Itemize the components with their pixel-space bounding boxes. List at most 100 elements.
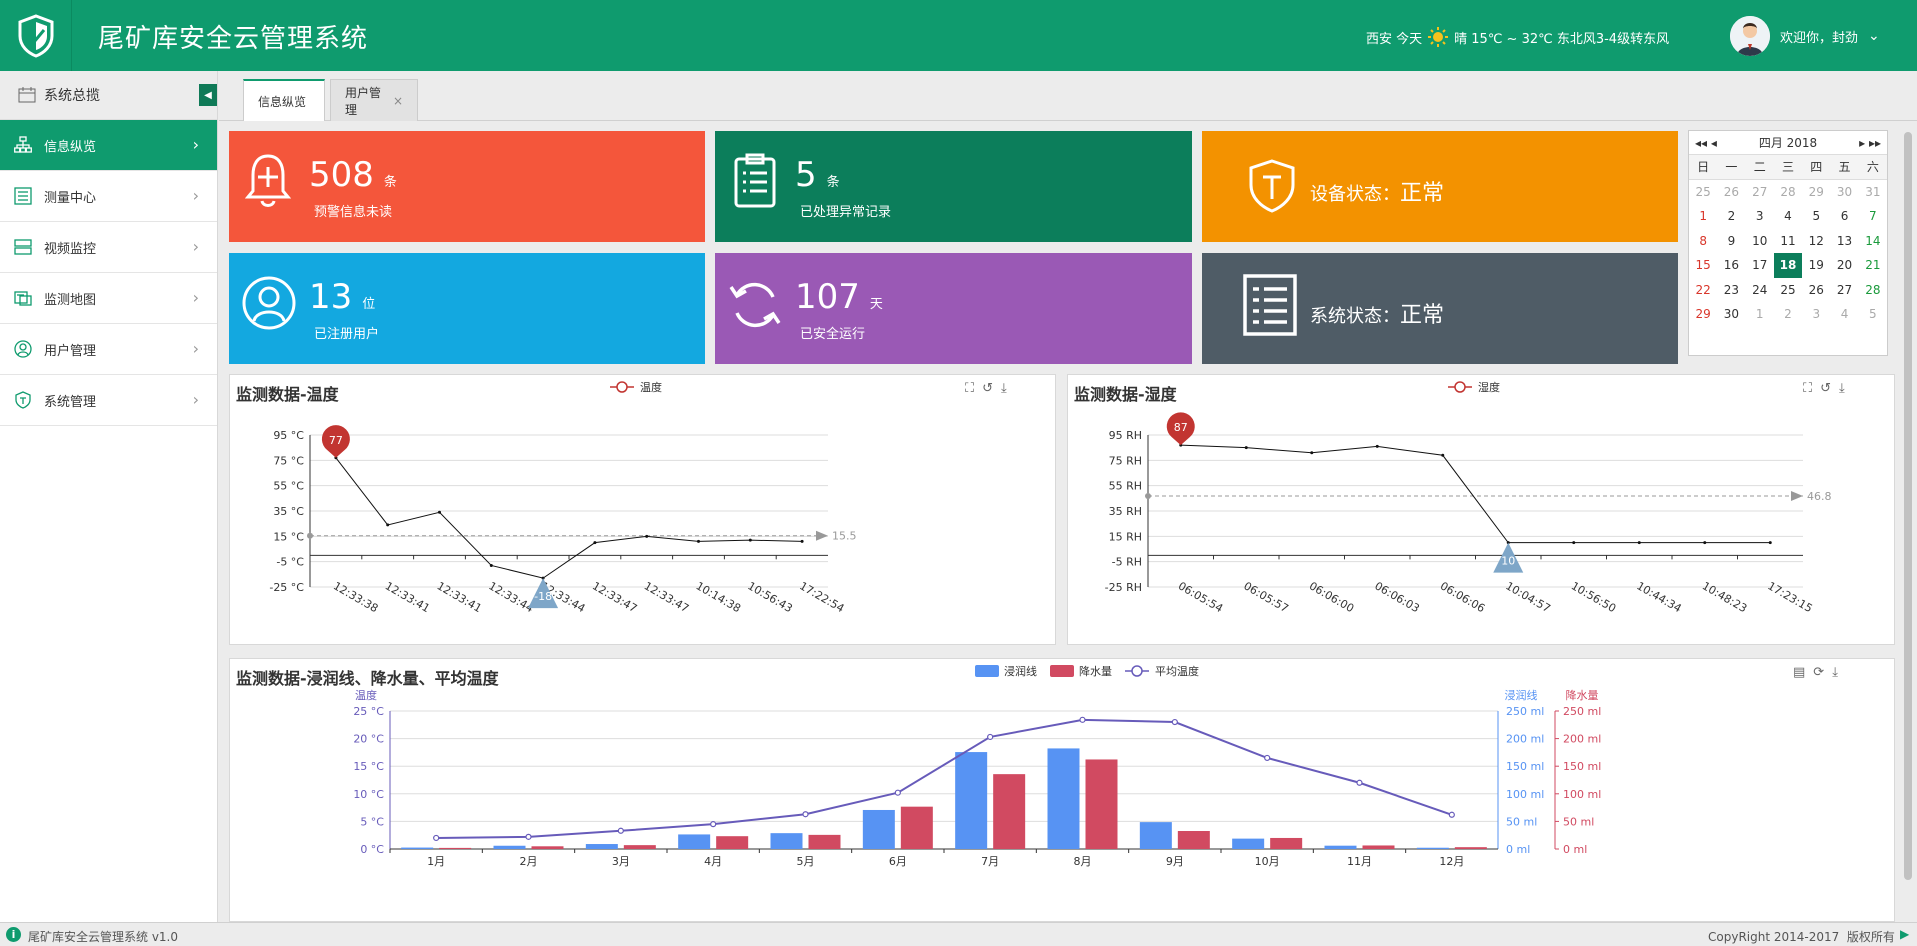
collapse-sidebar-button[interactable]: ◀: [199, 84, 217, 106]
sidebar-item-map[interactable]: 监测地图 ›: [0, 273, 217, 324]
x-tick-label: 10:04:57: [1503, 579, 1552, 615]
calendar-day[interactable]: 21: [1865, 258, 1881, 272]
sidebar-item-label: 测量中心: [44, 190, 97, 206]
restore-icon[interactable]: ↺: [1820, 381, 1832, 396]
tab-user-management[interactable]: 用户管理 ×: [330, 79, 418, 121]
average-arrow: [1791, 491, 1803, 502]
calendar-day[interactable]: 18: [1773, 253, 1803, 278]
avg-temp-point: [710, 821, 717, 828]
device-status-card[interactable]: 设备状态：正常: [1202, 131, 1678, 242]
calendar-day[interactable]: 17: [1752, 258, 1768, 272]
chevron-down-icon[interactable]: ⌄: [1868, 28, 1880, 44]
calendar-day[interactable]: 3: [1812, 307, 1821, 321]
calendar-title[interactable]: 四月 2018: [1758, 136, 1818, 150]
system-status-card[interactable]: 系统状态：正常: [1202, 253, 1678, 364]
calendar-day[interactable]: 5: [1812, 209, 1821, 223]
calendar-day[interactable]: 19: [1808, 258, 1824, 272]
calendar-day[interactable]: 15: [1695, 258, 1711, 272]
restore-icon[interactable]: ↺: [982, 381, 994, 396]
alerts-card[interactable]: 508 条 预警信息未读: [229, 131, 705, 242]
calendar-day[interactable]: 11: [1780, 233, 1796, 248]
clipboard-icon: [734, 153, 776, 208]
calendar-day[interactable]: 16: [1723, 258, 1740, 272]
calendar-day[interactable]: 2: [1727, 209, 1736, 223]
calendar-day[interactable]: 28: [1865, 282, 1881, 297]
bar-seepage: [401, 847, 434, 849]
calendar-icon: [18, 87, 36, 103]
tab-label: 用户管理: [345, 85, 382, 117]
y-tick-label: 35 RH: [1109, 505, 1142, 518]
tab-overview[interactable]: 信息纵览: [243, 79, 325, 121]
sidebar-item-system[interactable]: 系统管理 ›: [0, 375, 217, 426]
refresh-icon[interactable]: ⟳: [1813, 665, 1825, 680]
calendar-day[interactable]: 20: [1836, 258, 1853, 272]
calendar-day[interactable]: 26: [1808, 282, 1824, 297]
calendar-day[interactable]: 8: [1699, 233, 1707, 248]
calendar-day[interactable]: 29: [1695, 307, 1711, 321]
data-point: [748, 538, 752, 542]
prev-month-button[interactable]: ◂: [1710, 135, 1717, 150]
download-icon[interactable]: ⤓: [1001, 381, 1007, 396]
sidebar-item-measurement[interactable]: 测量中心 ›: [0, 171, 217, 222]
calendar-day[interactable]: 7: [1869, 209, 1877, 223]
calendar-day[interactable]: 9: [1727, 233, 1736, 248]
uptime-label: 已安全运行: [800, 327, 866, 342]
calendar-day[interactable]: 27: [1752, 184, 1768, 199]
y-tick-label: 75 RH: [1109, 454, 1142, 467]
sidebar-item-users[interactable]: 用户管理 ›: [0, 324, 217, 375]
calendar-day[interactable]: 2: [1784, 307, 1792, 321]
data-view-icon[interactable]: ▤: [1793, 665, 1806, 680]
crop-icon[interactable]: ⛶: [965, 381, 975, 396]
sidebar-item-overview[interactable]: 信息纵览 ›: [0, 120, 217, 171]
humidity-chart: 湿度 95 RH 75 RH 55 RH 35 RH 15 RH -5 RH -25 RH 06…: [1105, 380, 1832, 615]
calendar-day[interactable]: 6: [1840, 209, 1849, 223]
calendar-day[interactable]: 14: [1865, 233, 1881, 248]
user-menu[interactable]: 欢迎你，封劲 ⌄: [1730, 16, 1880, 56]
avatar[interactable]: [1730, 16, 1770, 56]
calendar-day[interactable]: 4: [1784, 209, 1792, 223]
close-icon[interactable]: ×: [392, 93, 403, 108]
calendar-day[interactable]: 5: [1869, 307, 1877, 321]
sitemap-icon: [14, 136, 32, 153]
play-icon[interactable]: ▶: [1900, 927, 1910, 941]
calendar-day[interactable]: 28: [1780, 184, 1796, 199]
uptime-card[interactable]: 107 天 已安全运行: [715, 253, 1192, 364]
calendar-day[interactable]: 1: [1699, 209, 1707, 223]
calendar-day[interactable]: 24: [1752, 282, 1768, 297]
next-month-button[interactable]: ▸: [1859, 135, 1866, 150]
download-icon[interactable]: ⤓: [1839, 381, 1845, 396]
calendar-day[interactable]: 22: [1695, 282, 1711, 297]
calendar-day[interactable]: 26: [1723, 184, 1740, 199]
calendar-day[interactable]: 3: [1755, 209, 1764, 223]
calendar-day[interactable]: 25: [1695, 184, 1711, 199]
calendar-day[interactable]: 1: [1755, 307, 1764, 321]
calendar-day[interactable]: 10: [1752, 233, 1768, 248]
next-year-button[interactable]: ▸▸: [1868, 135, 1881, 150]
calendar-day[interactable]: 29: [1808, 184, 1824, 199]
users-card[interactable]: 13 位 已注册用户: [229, 253, 705, 364]
y-tick-label-rain: 0 ml: [1563, 843, 1587, 856]
bar-rain: [900, 806, 933, 849]
calendar-day[interactable]: 30: [1836, 184, 1853, 199]
prev-year-button[interactable]: ◂◂: [1695, 135, 1708, 150]
calendar-day[interactable]: 25: [1780, 282, 1796, 297]
calendar-day[interactable]: 23: [1723, 282, 1740, 297]
x-tick-label: 6月: [889, 855, 907, 868]
crop-icon[interactable]: ⛶: [1803, 381, 1813, 396]
data-point: [1310, 451, 1314, 455]
video-icon: [14, 239, 32, 255]
calendar-day[interactable]: 12: [1808, 233, 1824, 248]
scrollbar[interactable]: [1904, 132, 1912, 880]
calendar-day[interactable]: 31: [1865, 184, 1881, 199]
calendar-day[interactable]: 13: [1836, 233, 1853, 248]
download-icon[interactable]: ⤓: [1832, 665, 1838, 680]
sidebar-item-video[interactable]: 视频监控 ›: [0, 222, 217, 273]
y-tick-label: -25 RH: [1105, 581, 1142, 594]
axis-name-temp: 温度: [355, 688, 377, 702]
min-marker: [528, 578, 559, 609]
info-icon: i: [6, 927, 21, 942]
calendar-day[interactable]: 30: [1723, 307, 1740, 321]
calendar-day[interactable]: 4: [1840, 307, 1849, 321]
calendar-day[interactable]: 27: [1836, 282, 1853, 297]
